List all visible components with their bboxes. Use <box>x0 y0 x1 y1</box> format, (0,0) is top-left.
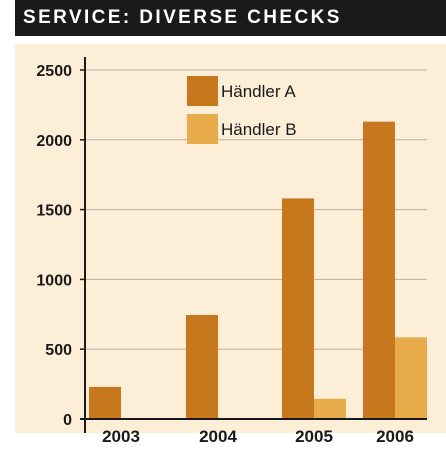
bar-haendler-a-2006 <box>363 121 395 419</box>
x-tick-label: 2006 <box>376 427 414 446</box>
y-tick-label: 0 <box>63 412 72 429</box>
legend-swatch-haendler-a <box>187 76 218 106</box>
chart-frame: SERVICE: DIVERSE CHECKS 0 500 1000 1500 2000… <box>15 0 446 450</box>
y-tick-label: 500 <box>45 342 72 359</box>
y-tick-label: 2000 <box>36 133 72 150</box>
x-tick-label: 2003 <box>102 427 140 446</box>
bar-haendler-a-2003 <box>89 386 121 419</box>
legend-swatch-haendler-b <box>187 114 218 144</box>
bar-haendler-b-2006 <box>395 337 427 419</box>
bar-haendler-a-2005 <box>282 198 314 419</box>
chart-title: SERVICE: DIVERSE CHECKS <box>23 7 342 28</box>
bar-haendler-a-2004 <box>186 314 218 419</box>
legend-label: Händler B <box>221 120 297 139</box>
legend-label: Händler A <box>221 82 296 101</box>
y-tick-label: 1500 <box>36 203 72 220</box>
bar-chart: 0 500 1000 1500 2000 2500 2003 2004 2005 2006 Händ… <box>36 57 427 446</box>
y-tick-label: 1000 <box>36 272 72 289</box>
bar-haendler-b-2005 <box>314 398 346 419</box>
chart-header: SERVICE: DIVERSE CHECKS <box>15 0 446 36</box>
x-tick-label: 2005 <box>295 427 333 446</box>
y-tick-label: 2500 <box>36 63 72 80</box>
x-tick-label: 2004 <box>199 427 237 446</box>
